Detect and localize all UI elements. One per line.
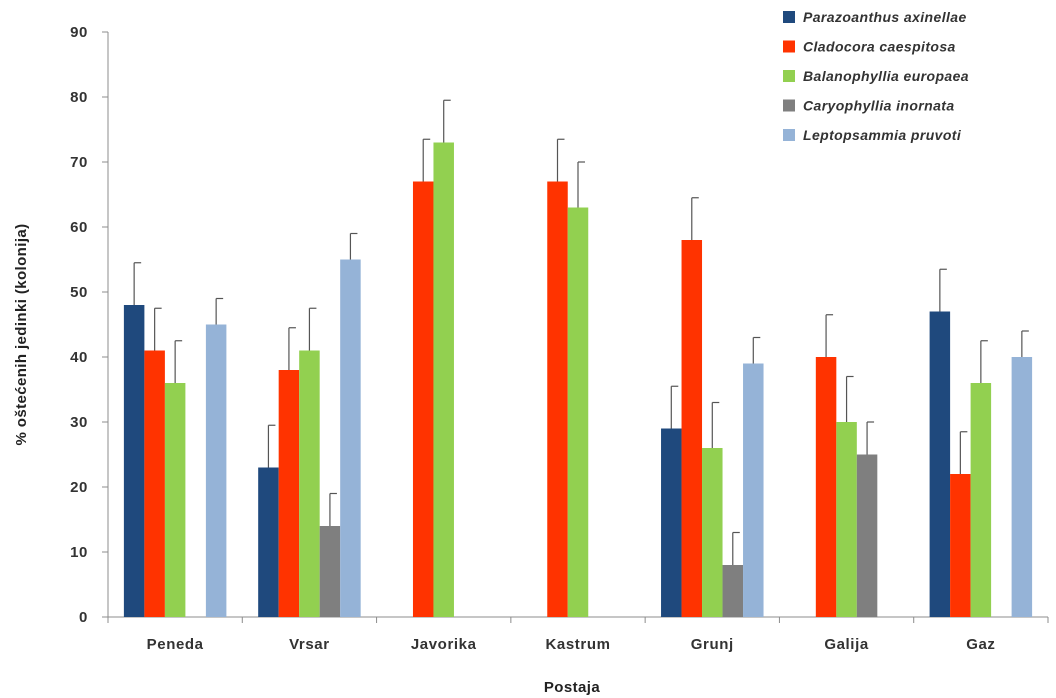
bar: [970, 383, 992, 617]
bar: [164, 383, 186, 617]
y-tick-label: 10: [70, 544, 88, 561]
bar: [205, 324, 227, 617]
bar: [299, 350, 320, 617]
bar: [258, 467, 279, 617]
x-tick-label: Gaz: [966, 636, 995, 653]
bar: [123, 305, 145, 617]
legend-label: Caryophyllia inornata: [803, 98, 955, 114]
legend-swatch: [783, 40, 795, 53]
y-tick-label: 20: [70, 479, 88, 496]
legend-swatch: [783, 70, 795, 82]
bar: [433, 142, 454, 617]
y-tick-label: 40: [70, 349, 88, 366]
legend: Parazoanthus axinellae Cladocora caespito…: [783, 9, 969, 143]
bar: [340, 259, 361, 617]
bar: [743, 363, 764, 617]
bar: [722, 565, 744, 617]
bar: [661, 428, 682, 617]
bar: [278, 370, 300, 617]
bar: [412, 181, 434, 617]
bar: [950, 474, 971, 617]
x-tick-label: Vrsar: [289, 636, 330, 653]
y-tick-label: 0: [79, 609, 88, 626]
bar: [929, 311, 951, 617]
y-axis-title: % oštećenih jedinki (kolonija): [13, 223, 30, 445]
bar: [856, 454, 878, 617]
legend-swatch: [783, 11, 795, 23]
x-tick-label: Peneda: [147, 636, 204, 653]
y-tick-label: 30: [70, 414, 88, 431]
y-axis: 0 10 20 30 40 50 60 70 80 90: [70, 24, 109, 626]
bar: [144, 350, 165, 617]
legend-swatch: [783, 99, 795, 112]
x-tick-label: Kastrum: [545, 636, 610, 653]
bar: [836, 422, 857, 617]
y-tick-label: 70: [70, 154, 88, 171]
x-axis-title: Postaja: [544, 679, 600, 696]
y-tick-label: 50: [70, 284, 88, 301]
legend-swatch: [783, 129, 795, 141]
bar: [815, 357, 837, 617]
x-tick-label: Galija: [824, 636, 869, 653]
bar: [547, 181, 568, 617]
x-axis: Peneda Vrsar Javorika Kastrum Grunj Galija Gaz: [107, 616, 1049, 653]
bar: [681, 240, 703, 617]
bar: [1011, 357, 1033, 617]
y-tick-label: 90: [70, 24, 88, 41]
bars: [123, 99, 1033, 617]
y-tick-label: 80: [70, 89, 88, 106]
legend-label: Parazoanthus axinellae: [803, 9, 967, 25]
legend-label: Balanophyllia europaea: [803, 68, 969, 84]
legend-label: Leptopsammia pruvoti: [803, 127, 962, 143]
x-tick-label: Javorika: [411, 636, 477, 653]
bar: [319, 526, 341, 617]
legend-label: Cladocora caespitosa: [803, 39, 956, 55]
x-tick-label: Grunj: [691, 636, 734, 653]
bar: [567, 207, 589, 617]
bar: [702, 448, 723, 617]
y-tick-label: 60: [70, 219, 88, 236]
